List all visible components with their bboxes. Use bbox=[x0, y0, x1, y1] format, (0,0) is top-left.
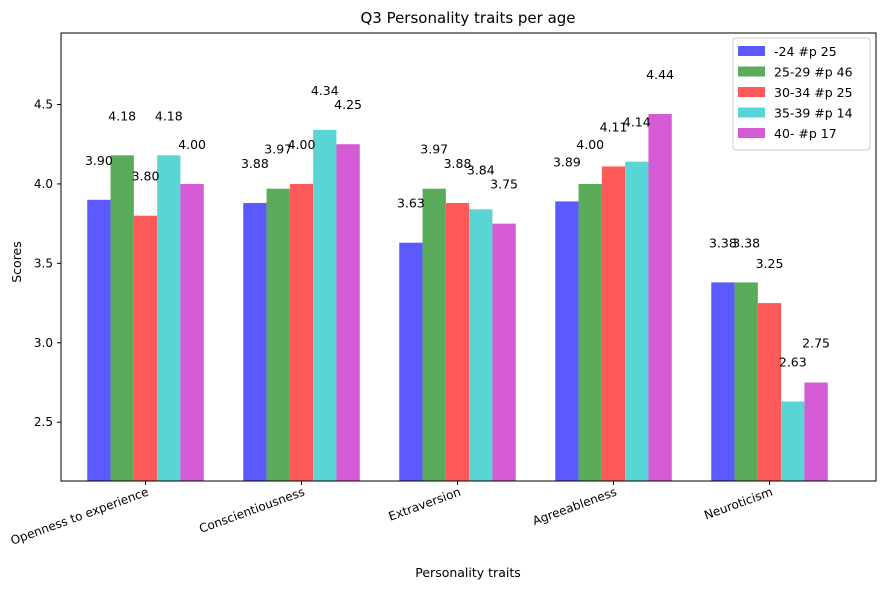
data-label: 4.44 bbox=[646, 67, 674, 82]
y-axis: 2.5 3.0 3.5 4.0 4.5 bbox=[34, 97, 61, 429]
legend-swatch bbox=[738, 87, 765, 97]
x-axis-title: Personality traits bbox=[415, 565, 520, 580]
data-label: 4.00 bbox=[288, 137, 316, 152]
legend-label: 25-29 #p 46 bbox=[774, 65, 853, 80]
data-label: 4.11 bbox=[600, 119, 628, 134]
x-tick-label: Openness to experience bbox=[9, 485, 151, 548]
bar bbox=[804, 382, 828, 481]
bar bbox=[555, 201, 579, 481]
bar bbox=[157, 155, 181, 481]
bar bbox=[711, 282, 735, 481]
data-label: 3.89 bbox=[553, 154, 581, 169]
legend: -24 #p 25 25-29 #p 46 30-34 #p 25 35-39 #p … bbox=[732, 37, 871, 151]
bar bbox=[578, 183, 602, 482]
x-tick-label: Extraversion bbox=[387, 485, 463, 524]
legend-swatch bbox=[738, 66, 765, 77]
data-label: 2.63 bbox=[779, 355, 807, 370]
bar bbox=[289, 183, 314, 482]
data-label: 4.25 bbox=[334, 97, 362, 112]
data-label: 3.38 bbox=[709, 235, 737, 250]
bar bbox=[422, 188, 446, 481]
bar bbox=[469, 209, 493, 481]
data-label: 4.18 bbox=[155, 108, 183, 123]
data-label: 2.75 bbox=[802, 336, 830, 351]
legend-swatch bbox=[738, 46, 765, 56]
y-tick-label: 2.5 bbox=[34, 415, 53, 429]
y-tick-label: 4.0 bbox=[34, 177, 53, 191]
legend-swatch bbox=[738, 107, 765, 118]
data-label: 3.84 bbox=[467, 162, 495, 177]
legend-label: -24 #p 25 bbox=[774, 44, 837, 59]
x-axis: Openness to experience Conscientiousness E… bbox=[9, 481, 775, 548]
data-label: 3.97 bbox=[420, 142, 448, 157]
y-tick-label: 3.0 bbox=[34, 336, 53, 350]
data-label: 3.63 bbox=[397, 196, 425, 211]
bar bbox=[445, 202, 470, 482]
bar bbox=[734, 282, 758, 481]
data-labels-layer: 3.90 3.883.633.893.384.183.97 3.97 4.003.38… bbox=[85, 67, 830, 370]
plot-frame bbox=[60, 32, 877, 482]
data-label: 4.00 bbox=[576, 137, 604, 152]
y-tick-label: 3.5 bbox=[34, 256, 53, 270]
bar bbox=[492, 223, 516, 481]
bar bbox=[601, 166, 626, 481]
y-axis-title: Scores bbox=[9, 241, 24, 283]
bar bbox=[781, 401, 805, 481]
data-label: 3.90 bbox=[85, 153, 113, 168]
data-label: 3.25 bbox=[756, 256, 784, 271]
data-label: 4.34 bbox=[311, 83, 339, 98]
chart-title: Q3 Personality traits per age bbox=[360, 9, 575, 27]
y-tick-label: 4.5 bbox=[34, 97, 53, 111]
bar bbox=[87, 199, 111, 481]
bar bbox=[243, 202, 267, 482]
data-label: 4.18 bbox=[108, 108, 136, 123]
bar bbox=[133, 215, 158, 481]
data-label: 3.88 bbox=[241, 156, 269, 171]
legend-box bbox=[732, 37, 871, 151]
bar bbox=[399, 242, 423, 481]
x-tick-label: Agreeableness bbox=[531, 485, 619, 528]
bars-layer bbox=[87, 114, 828, 482]
legend-label: 35-39 #p 14 bbox=[774, 106, 853, 121]
data-label: 3.80 bbox=[132, 169, 160, 184]
bar bbox=[313, 129, 337, 481]
bar bbox=[648, 114, 672, 482]
bar bbox=[266, 188, 290, 481]
x-tick-label: Conscientiousness bbox=[197, 485, 306, 536]
legend-swatch bbox=[738, 128, 765, 138]
data-label: 4.14 bbox=[623, 115, 651, 130]
bar bbox=[110, 155, 134, 481]
data-label: 4.00 bbox=[178, 137, 206, 152]
data-label: 3.97 bbox=[264, 142, 292, 157]
bar bbox=[180, 183, 204, 482]
bar bbox=[336, 144, 360, 481]
legend-label: 30-34 #p 25 bbox=[774, 85, 853, 100]
data-label: 3.38 bbox=[732, 235, 760, 250]
bar bbox=[625, 161, 649, 481]
legend-label: 40- #p 17 bbox=[774, 126, 837, 141]
data-label: 3.88 bbox=[444, 156, 472, 171]
bar bbox=[757, 303, 782, 481]
data-label: 3.75 bbox=[490, 177, 518, 192]
x-tick-label: Neuroticism bbox=[702, 485, 774, 523]
